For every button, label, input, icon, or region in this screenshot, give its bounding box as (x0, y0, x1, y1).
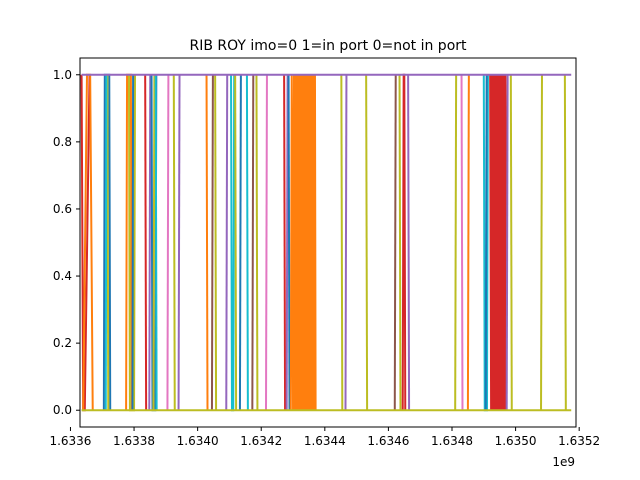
series-line-3 (106, 74, 110, 411)
x-tick-label: 1.6350 (495, 434, 537, 448)
x-tick-label: 1.6352 (558, 434, 600, 448)
series-line-23 (245, 74, 249, 411)
series-line-30 (289, 74, 317, 411)
series-line-24 (251, 74, 255, 411)
x-tick-label: 1.6338 (113, 434, 155, 448)
y-tick-label: 0.8 (53, 135, 72, 149)
series-line-11 (152, 74, 156, 411)
x-axis: 1.6336 1.6338 1.6340 1.6342 1.6344 1.6346 1.63… (49, 427, 600, 448)
series-line-14 (172, 74, 176, 411)
series-line-21 (234, 74, 238, 411)
y-tick-label: 0.4 (53, 269, 72, 283)
series-line-22 (238, 74, 242, 411)
series-line-28 (285, 74, 289, 411)
chart-title: RIB ROY imo=0 1=in port 0=not in port (190, 38, 468, 54)
series-line-39 (460, 74, 464, 411)
series-line-13 (166, 74, 170, 411)
series-line-42 (484, 74, 488, 411)
series-line-34 (393, 74, 397, 411)
x-axis-offset-label: 1e9 (552, 455, 575, 469)
series-line-44 (505, 74, 509, 411)
y-tick-label: 0.2 (53, 336, 72, 350)
series-line-7 (131, 74, 135, 411)
y-tick-label: 0.6 (53, 202, 72, 216)
x-tick-label: 1.6346 (367, 434, 409, 448)
series-line-29 (287, 74, 291, 411)
x-tick-label: 1.6336 (49, 434, 91, 448)
series-line-47 (563, 74, 567, 411)
series-layer (80, 73, 572, 412)
series-line-40 (466, 74, 470, 411)
series-line-37 (407, 74, 411, 411)
series-line-9 (148, 74, 152, 411)
series-line-16 (205, 74, 209, 411)
plot-frame (79, 57, 577, 428)
series-line-33 (365, 74, 369, 411)
x-tick-label: 1.6340 (177, 434, 219, 448)
series-line-27 (283, 74, 287, 411)
series-line-38 (454, 74, 458, 411)
series-line-26 (265, 74, 268, 411)
y-tick-label: 1.0 (53, 68, 72, 82)
series-line-8 (144, 74, 148, 411)
series-line-19 (225, 74, 229, 411)
series-line-45 (509, 74, 513, 411)
series-line-46 (540, 74, 543, 411)
series-line-43 (489, 74, 508, 411)
series-line-12 (154, 74, 158, 411)
series-line-25 (255, 74, 259, 411)
series-line-32 (344, 74, 348, 411)
series-line-4 (104, 74, 108, 411)
x-tick-label: 1.6344 (304, 434, 346, 448)
series-line-17 (210, 74, 214, 411)
series-line-15 (177, 74, 181, 411)
y-axis: 0.0 0.2 0.4 0.6 0.8 1.0 (53, 68, 80, 417)
series-line-35 (398, 74, 402, 411)
y-tick-label: 0.0 (53, 403, 72, 417)
x-tick-label: 1.6348 (431, 434, 473, 448)
series-line-18 (214, 74, 218, 411)
x-tick-label: 1.6342 (240, 434, 282, 448)
series-line-31 (340, 74, 344, 411)
